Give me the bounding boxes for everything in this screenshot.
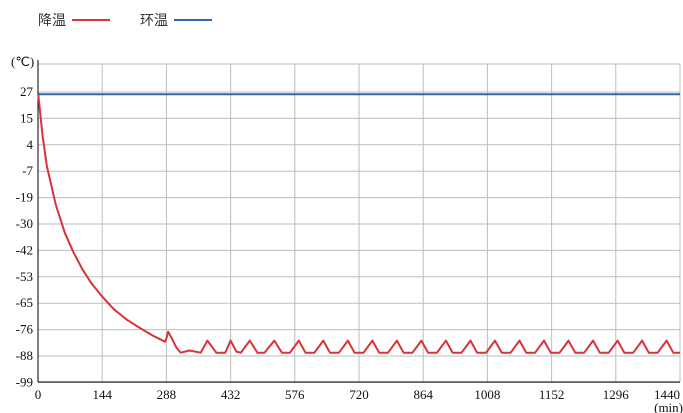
x-tick-label: 1008 [474, 387, 500, 402]
y-tick-label: -19 [16, 190, 33, 205]
grid-lines [37, 63, 681, 383]
x-tick-label: 144 [92, 387, 112, 402]
chart-legend: 降温 环温 [0, 6, 683, 30]
x-tick-label: 432 [221, 387, 241, 402]
x-tick-label: 1296 [603, 387, 630, 402]
y-tick-label: 15 [20, 110, 33, 125]
y-tick-label: 4 [27, 137, 34, 152]
legend-swatch-cooling [72, 19, 110, 21]
x-tick-label: 0 [35, 387, 42, 402]
y-tick-label: -76 [16, 322, 34, 337]
legend-label-cooling: 降温 [38, 13, 66, 29]
y-tick-label: -99 [16, 374, 33, 389]
legend-swatch-ambient [174, 19, 212, 21]
legend-label-ambient: 环温 [140, 13, 168, 29]
tick-labels: 27 15 4 -7 -19 -30 -42 -53 -65 -76 -88 -990 144 288 43… [11, 54, 683, 413]
y-tick-label: -7 [22, 163, 33, 178]
x-tick-label: 1152 [539, 387, 565, 402]
series-line-cooling [37, 91, 680, 354]
y-tick-label: -30 [16, 216, 33, 231]
x-tick-label: 720 [349, 387, 369, 402]
x-axis-label: (min) [654, 400, 683, 413]
x-tick-label: 576 [285, 387, 305, 402]
y-tick-label: -65 [16, 295, 33, 310]
axes [37, 60, 680, 383]
x-tick-label: 1440 [654, 387, 680, 402]
series-group [37, 91, 680, 354]
y-tick-label: -53 [16, 269, 33, 284]
y-tick-label: -88 [16, 348, 33, 363]
y-tick-label: -42 [16, 242, 33, 257]
x-tick-label: 864 [413, 387, 433, 402]
legend-item-cooling[interactable]: 降温 [38, 10, 110, 30]
x-tick-label: 288 [157, 387, 177, 402]
legend-item-ambient[interactable]: 环温 [140, 10, 212, 30]
y-tick-label: 27 [20, 84, 34, 99]
y-axis-label: (℃) [11, 54, 34, 69]
